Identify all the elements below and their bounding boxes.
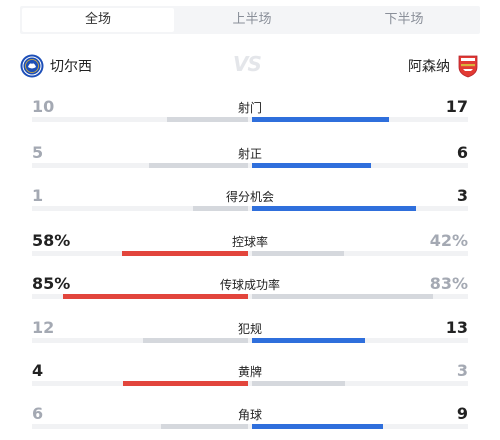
stat-label: 黄牌 (237, 365, 262, 379)
stat-track (32, 338, 468, 343)
tab-second-half[interactable]: 下半场 (384, 12, 424, 27)
stat-row: 5 射正 6 (20, 143, 480, 173)
vs-label: VS (233, 52, 262, 76)
away-stat-bar (252, 424, 383, 429)
tab-full-match[interactable]: 全场 (22, 8, 174, 32)
home-stat-value: 5 (32, 143, 44, 162)
stat-track (32, 206, 468, 211)
stat-label: 传球成功率 (219, 278, 280, 292)
stat-track (32, 294, 468, 299)
stat-label: 射正 (237, 147, 262, 161)
stat-track (32, 381, 468, 386)
away-stat-value: 83% (429, 274, 468, 293)
home-stat-bar (123, 381, 248, 386)
stat-row: 6 角球 9 (20, 404, 480, 434)
away-stat-bar (252, 381, 345, 386)
home-team-name: 切尔西 (50, 59, 92, 75)
home-stat-value: 1 (32, 186, 44, 205)
home-stat-bar (161, 424, 248, 429)
stat-label: 得分机会 (225, 190, 274, 204)
stat-label: 犯规 (237, 322, 262, 336)
away-stat-value: 9 (456, 404, 468, 423)
stat-row: 1 得分机会 3 (20, 186, 480, 216)
period-tabs: 全场 上半场 下半场 (20, 6, 480, 34)
home-stat-bar (193, 206, 248, 211)
stat-row: 85% 传球成功率 83% (20, 274, 480, 304)
stat-track (32, 117, 468, 122)
stat-row: 4 黄牌 3 (20, 361, 480, 391)
away-stat-bar (252, 117, 389, 122)
away-stat-bar (252, 206, 416, 211)
stat-label: 角球 (237, 408, 262, 422)
stat-track (32, 163, 468, 168)
teams-header: 切尔西 VS 阿森纳 (20, 50, 480, 82)
away-stat-bar (252, 338, 365, 343)
away-stat-bar (252, 294, 433, 299)
away-stat-bar (252, 251, 344, 256)
stat-label: 控球率 (231, 235, 268, 249)
chelsea-badge-icon (20, 54, 44, 78)
home-stat-value: 10 (32, 97, 55, 116)
home-stat-bar (122, 251, 248, 256)
stat-label: 射门 (237, 101, 262, 115)
tab-first-half[interactable]: 上半场 (232, 12, 272, 27)
home-stat-value: 85% (32, 274, 71, 293)
stat-track (32, 424, 468, 429)
stat-row: 12 犯规 13 (20, 318, 480, 348)
arsenal-badge-icon (458, 55, 478, 78)
home-stat-value: 58% (32, 231, 71, 250)
home-stat-value: 12 (32, 318, 55, 337)
away-stat-value: 42% (429, 231, 468, 250)
home-team[interactable]: 切尔西 (20, 54, 92, 78)
stat-track (32, 251, 468, 256)
home-stat-bar (149, 163, 248, 168)
stat-row: 10 射门 17 (20, 97, 480, 127)
home-stat-value: 6 (32, 404, 44, 423)
away-stat-value: 3 (456, 361, 468, 380)
away-stat-value: 6 (456, 143, 468, 162)
home-stat-bar (167, 117, 248, 122)
home-stat-bar (143, 338, 248, 343)
away-stat-value: 13 (445, 318, 468, 337)
away-stat-bar (252, 163, 371, 168)
home-stat-bar (63, 294, 248, 299)
stat-row: 58% 控球率 42% (20, 231, 480, 261)
away-stat-value: 17 (445, 97, 468, 116)
away-team[interactable]: 阿森纳 (408, 54, 480, 78)
away-team-name: 阿森纳 (408, 59, 450, 75)
away-stat-value: 3 (456, 186, 468, 205)
home-stat-value: 4 (32, 361, 44, 380)
